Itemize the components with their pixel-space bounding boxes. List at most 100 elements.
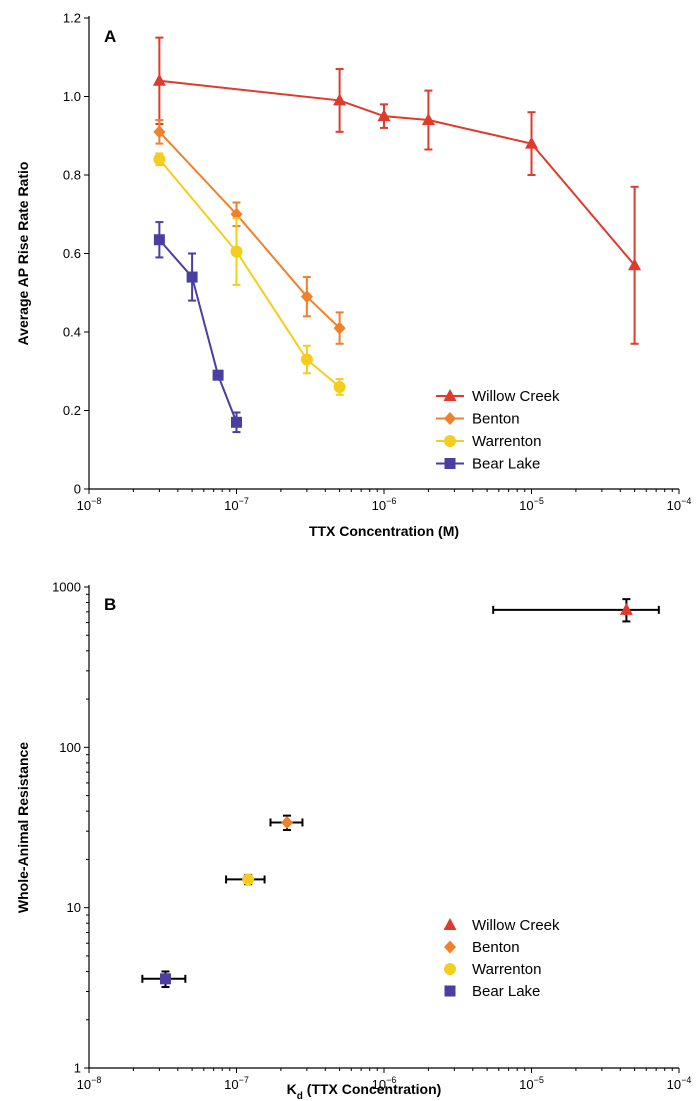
panel-2-legend-item: Benton	[444, 939, 520, 956]
panel-2-x-tick-exp: −8	[91, 1075, 101, 1085]
panel-1-x-tick-label: 10−7	[224, 496, 249, 513]
panel-2-legend-label: Warrenton	[472, 961, 541, 978]
panel-1-y-tick-label: 1.2	[63, 11, 81, 26]
panel-1-legend: Willow Creek Benton Warrenton Bear Lake	[436, 388, 560, 473]
panel-2-data-point	[281, 815, 294, 829]
panel-1-series-benton	[153, 119, 346, 345]
panel-1-series-line	[158, 131, 341, 329]
panel-1-legend-marker	[444, 458, 456, 469]
panel-2-series-willow-creek	[492, 598, 660, 623]
panel-1-legend-label: Benton	[472, 411, 520, 428]
panel-2-legend-marker	[443, 918, 457, 930]
panel-2-x-tick-label: 10−8	[77, 1075, 102, 1092]
panel-1-series-warrenton	[153, 152, 346, 396]
panel-1-legend-marker	[443, 389, 457, 401]
panel-2-x-tick-label: 10−4	[667, 1075, 692, 1092]
panel-2-x-tick-exp: −7	[239, 1075, 249, 1085]
panel-1-y-tick-label: 0.8	[63, 168, 81, 183]
panel-1-data-point	[333, 380, 346, 393]
panel-2-x-tick-exp: −4	[681, 1075, 691, 1085]
panel-2-x-title: Kd (TTX Concentration)	[287, 1081, 442, 1101]
panel-1-legend-marker	[444, 435, 456, 447]
panel-2-x-tick-label: 10−7	[224, 1075, 249, 1092]
panel-1-x-tick-exp: −4	[681, 496, 691, 506]
panel-1-y-tick-label: 0.4	[63, 325, 81, 340]
panel-2-legend-marker	[444, 963, 456, 975]
panel-2-legend-item: Bear Lake	[444, 983, 540, 1000]
panel-1-series-bear-lake	[153, 221, 242, 434]
panel-1-series-line	[159, 79, 636, 266]
panel-2-x-tick-label: 10−5	[519, 1075, 544, 1092]
panel-2-x-tick-exp: −5	[534, 1075, 544, 1085]
panel-2-data-point	[242, 873, 255, 886]
panel-1-x-tick-label: 10−4	[667, 496, 692, 513]
panel-2-data-point	[619, 602, 633, 615]
panel-1-series-line	[158, 239, 238, 423]
panel-1-legend-item: Warrenton	[436, 433, 541, 450]
panel-1-series-line	[158, 158, 341, 388]
panel-1-data-point	[300, 290, 313, 304]
panel-2-series-warrenton	[225, 873, 266, 886]
panel-1-data-point	[153, 125, 166, 139]
panel-1-x-tick-base: 10	[372, 498, 386, 513]
panel-2-x-title-main: K	[287, 1081, 297, 1097]
panel-2-series-bear-lake	[141, 970, 187, 989]
panel-2-y-tick-label: 10	[67, 900, 81, 915]
panel-2-letter: B	[104, 595, 116, 614]
panel-1-x-title: TTX Concentration (M)	[309, 523, 459, 539]
panel-1-data-point	[300, 353, 313, 366]
panel-2-x-tick-base: 10	[224, 1077, 238, 1092]
panel-1-series-willow-creek	[152, 36, 642, 345]
panel-2-legend-marker	[444, 940, 456, 954]
panel-1-y-tick-label: 0.6	[63, 246, 81, 261]
panel-1-x-tick-label: 10−6	[372, 496, 397, 513]
panel-2-legend: Willow Creek Benton Warrenton Bear Lake	[443, 917, 560, 1000]
panel-1-data-point	[231, 416, 242, 428]
panel-1-data-point	[152, 73, 166, 86]
panel-1-data-point	[186, 271, 198, 283]
panel-1-legend-marker	[444, 412, 456, 425]
panel-1-x-tick-exp: −6	[386, 496, 396, 506]
panel-2-y-tick-label: 100	[59, 740, 81, 755]
panel-2-legend-label: Benton	[472, 939, 520, 956]
panel-1-legend-item: Willow Creek	[436, 388, 560, 405]
panel-2-x-tick-exp: −6	[386, 1075, 396, 1085]
panel-1-data-point	[333, 93, 347, 106]
panel-1-data-point	[153, 153, 166, 166]
panel-1-data-point	[333, 321, 346, 335]
panel-1-data-point	[421, 113, 435, 126]
panel-1-data-point	[153, 234, 165, 246]
panel-1-x-tick-label: 10−8	[77, 496, 102, 513]
panel-2-y-tick-label: 1000	[52, 580, 81, 595]
panel-1-y-tick-label: 1.0	[63, 89, 81, 104]
panel-2-x-tick-base: 10	[77, 1077, 91, 1092]
panel-1-x-tick-exp: −8	[91, 496, 101, 506]
panel-1-legend-label: Warrenton	[472, 433, 541, 450]
panel-1-letter: A	[104, 27, 116, 46]
panel-2-legend-item: Willow Creek	[443, 917, 560, 934]
panel-2-legend-marker	[444, 985, 456, 997]
panel-2-legend-item: Warrenton	[444, 961, 541, 978]
panel-1-x-tick-exp: −5	[534, 496, 544, 506]
panel-1-legend-label: Bear Lake	[472, 456, 540, 473]
panel-1-legend-item: Benton	[436, 411, 520, 428]
panel-2-x-tick-base: 10	[667, 1077, 681, 1092]
panel-2-x-title-sub: d	[297, 1091, 303, 1101]
panel-2-x-tick-base: 10	[372, 1077, 386, 1092]
panel-1-data-point	[230, 245, 243, 258]
panel-1: 00.20.40.60.81.01.210−8 10−7 10−6 10−5 10−4A…	[15, 11, 691, 540]
panel-2-x-tick-label: 10−6	[372, 1075, 397, 1092]
panel-1-x-tick-exp: −7	[239, 496, 249, 506]
panel-2-y-title: Whole-Animal Resistance	[15, 742, 31, 913]
panel-2-x-tick-base: 10	[519, 1077, 533, 1092]
panel-2-legend-label: Willow Creek	[472, 917, 560, 934]
panel-1-x-tick-base: 10	[77, 498, 91, 513]
panel-2-legend-label: Bear Lake	[472, 983, 540, 1000]
panel-1-data-point	[525, 136, 538, 149]
panel-1-x-tick-base: 10	[519, 498, 533, 513]
panel-1-data-point	[628, 258, 642, 271]
panel-2-series-benton	[269, 814, 304, 832]
panel-1-x-tick-base: 10	[224, 498, 238, 513]
panel-2-y-tick-label: 1	[74, 1061, 81, 1076]
